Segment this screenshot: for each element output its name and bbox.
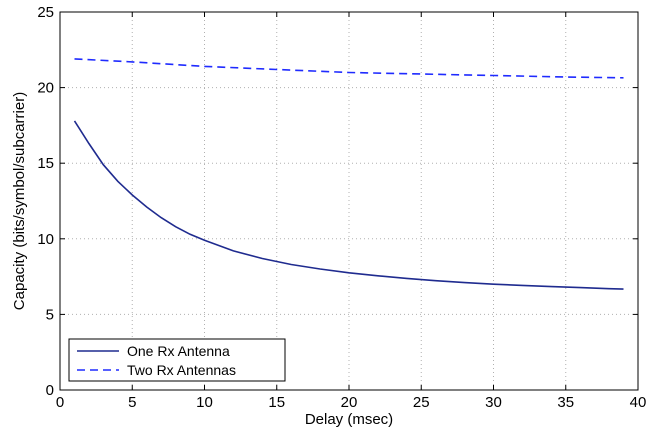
x-tick-label: 0 [56, 394, 64, 411]
grid [60, 12, 638, 390]
y-tick-label: 5 [46, 306, 54, 323]
x-tick-label: 40 [630, 394, 647, 411]
x-tick-label: 35 [557, 394, 574, 411]
x-tick-label: 5 [128, 394, 136, 411]
y-tick-label: 10 [37, 231, 54, 248]
y-tick-label: 15 [37, 155, 54, 172]
x-tick-label: 25 [413, 394, 430, 411]
y-tick-label: 25 [37, 4, 54, 21]
y-axis-label: Capacity (bits/symbol/subcarrier) [11, 92, 28, 310]
legend-box [68, 338, 286, 382]
x-tick-label: 15 [268, 394, 285, 411]
ticks: 0 5 10 15 20 25 30 35 40 0 5 10 15 20 25 [37, 4, 646, 411]
legend-label-two-rx: Two Rx Antennas [127, 362, 236, 378]
series-two-rx-antennas [74, 58, 624, 79]
x-axis-label: Delay (msec) [305, 411, 393, 428]
y-tick-label: 0 [46, 382, 54, 399]
x-tick-label: 10 [196, 394, 213, 411]
legend-label-one-rx: One Rx Antenna [127, 343, 230, 359]
x-tick-label: 20 [341, 394, 358, 411]
series-layer [73, 58, 624, 290]
y-tick-label: 20 [37, 80, 54, 97]
series-one-rx-antenna [73, 120, 624, 290]
x-tick-label: 30 [485, 394, 502, 411]
legend: One Rx Antenna Two Rx Antennas [68, 338, 286, 382]
